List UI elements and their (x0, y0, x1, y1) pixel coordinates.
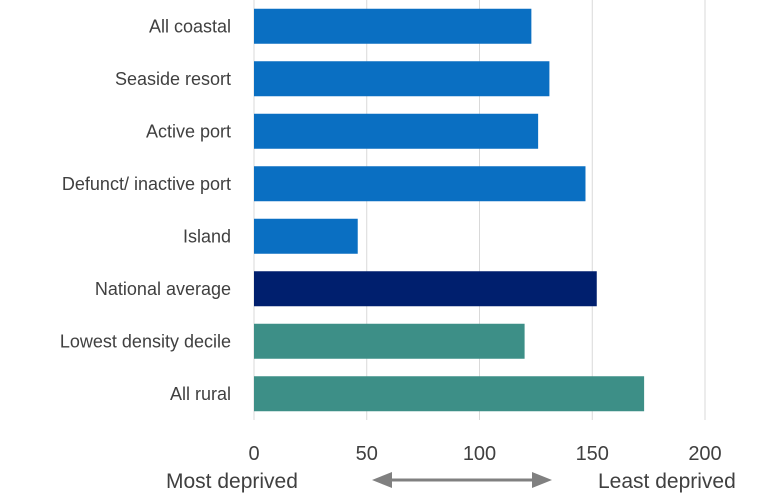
least-deprived-label: Least deprived (598, 470, 736, 493)
category-label: Defunct/ inactive port (62, 174, 231, 194)
category-label: All rural (170, 384, 231, 404)
bars (254, 8, 645, 412)
bar (254, 8, 532, 44)
bar (254, 113, 539, 149)
bar (254, 376, 645, 412)
category-label: National average (95, 279, 231, 299)
bar (254, 271, 597, 307)
x-tick-label: 150 (576, 443, 609, 465)
bar (254, 323, 525, 359)
x-tick-label: 0 (248, 443, 259, 465)
scale-direction: Most deprived Least deprived (166, 470, 736, 493)
category-label: Lowest density decile (60, 331, 231, 351)
category-label: Island (183, 226, 231, 246)
bar (254, 218, 358, 254)
category-label: Seaside resort (115, 69, 231, 89)
category-label: Active port (146, 121, 231, 141)
category-label: All coastal (149, 16, 231, 36)
double-arrow-icon (372, 472, 552, 488)
bar (254, 166, 586, 202)
x-tick-label: 100 (463, 443, 496, 465)
category-labels: All coastal Seaside resort Active port Defu… (60, 16, 231, 404)
most-deprived-label: Most deprived (166, 470, 298, 493)
x-tick-label: 50 (356, 443, 378, 465)
bar (254, 61, 550, 97)
x-tick-label: 200 (688, 443, 721, 465)
x-tick-labels: 0 50 100 150 200 (248, 443, 721, 465)
